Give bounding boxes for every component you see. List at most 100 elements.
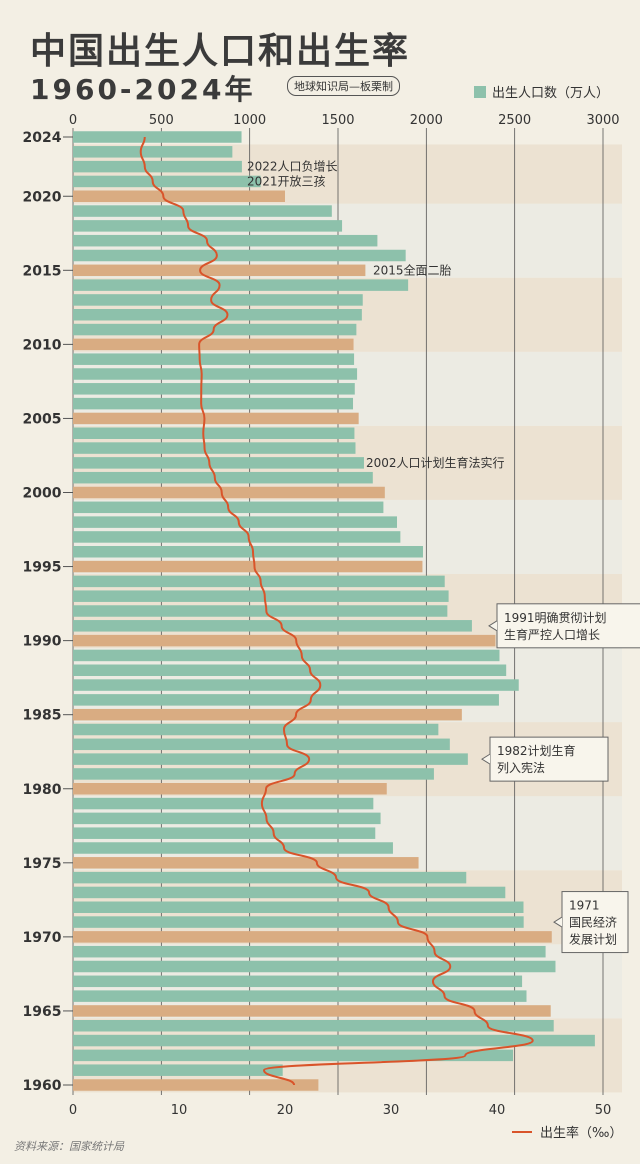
bar-1992 <box>73 605 448 617</box>
bar-1981 <box>73 768 434 780</box>
bar-1963 <box>73 1034 595 1047</box>
year-label: 2005 <box>23 411 62 427</box>
bar-1995 <box>73 560 423 573</box>
annotation-1971: 1971 <box>569 899 600 913</box>
bar-2019 <box>73 205 332 217</box>
year-label: 2000 <box>23 486 62 502</box>
bar-1970 <box>73 931 552 943</box>
legend-rate-label: 出生率（‰） <box>540 1126 623 1141</box>
annotation-1991: 1991明确贯彻计划 <box>504 611 607 625</box>
year-label: 2015 <box>23 263 62 279</box>
births-tick-label: 0 <box>69 113 77 128</box>
bar-2012 <box>73 309 362 321</box>
bar-1982 <box>73 753 468 765</box>
year-label: 1980 <box>23 782 62 798</box>
bar-2023 <box>73 146 233 158</box>
rate-tick-label: 0 <box>69 1103 77 1118</box>
bar-1972 <box>73 901 524 913</box>
bar-2008 <box>73 368 358 380</box>
legend-births-swatch <box>474 85 486 98</box>
annotation-pointer-1982 <box>481 753 491 765</box>
chart-title: 中国出生人口和出生率 <box>30 31 411 72</box>
bar-2006 <box>73 397 354 410</box>
year-label: 1965 <box>23 1004 62 1020</box>
bar-1984 <box>73 723 439 736</box>
bar-2000 <box>73 486 385 499</box>
source-note: 资料来源：国家统计局 <box>14 1140 124 1153</box>
annotation-1971: 发展计划 <box>569 932 617 947</box>
bar-2014 <box>73 279 409 291</box>
bar-1975 <box>73 857 419 869</box>
bar-1989 <box>73 649 500 662</box>
bar-2007 <box>73 383 355 395</box>
rate-axis: 0 10 20 30 40 50 <box>69 1103 611 1118</box>
bar-1985 <box>73 708 462 721</box>
bar-2009 <box>73 353 355 365</box>
rate-tick-label: 20 <box>277 1103 294 1118</box>
bar-1979 <box>73 797 374 810</box>
bar-1988 <box>73 664 507 676</box>
births-tick-label: 1000 <box>233 113 266 128</box>
chart-subtitle: 1960-2024年 <box>30 73 256 106</box>
bar-1974 <box>73 871 467 884</box>
birth-rate-line <box>139 136 534 1086</box>
bar-1980 <box>73 783 387 795</box>
bar-1994 <box>73 575 445 588</box>
bar-2010 <box>73 338 354 351</box>
bar-2024 <box>73 131 242 143</box>
bar-1966 <box>73 990 527 1002</box>
annotation-1982: 列入宪法 <box>497 760 545 775</box>
legend-births: 出生人口数（万人） <box>474 82 609 101</box>
credit-badge: 地球知识局—板栗制 <box>287 76 400 96</box>
year-axis: 1960 1965 1970 1975 1980 1985 1990 1995 2000 2005… <box>23 130 73 1094</box>
bar-1968 <box>73 960 556 973</box>
bar-2022 <box>73 160 242 173</box>
bar-1998 <box>73 516 398 528</box>
bar-2021 <box>73 175 261 188</box>
bar-2003 <box>73 442 356 454</box>
bar-1962 <box>73 1049 514 1062</box>
year-label: 1960 <box>23 1078 62 1094</box>
rate-tick-label: 50 <box>595 1103 612 1118</box>
year-label: 2020 <box>23 189 62 205</box>
annotation-box-1982 <box>489 736 609 782</box>
bar-2004 <box>73 427 355 439</box>
annotation-2022: 2022人口负增长 <box>247 160 338 174</box>
bar-1971 <box>73 916 524 928</box>
bar-1991 <box>73 620 472 632</box>
births-tick-label: 2500 <box>498 113 531 128</box>
annotation-2021: 2021开放三孩 <box>247 173 326 188</box>
year-label: 1975 <box>23 856 62 872</box>
year-label: 1990 <box>23 634 62 650</box>
bar-1978 <box>73 812 381 825</box>
legend-rate-swatch <box>512 1130 532 1133</box>
bar-2005 <box>73 412 359 425</box>
bar-1997 <box>73 531 401 543</box>
rate-tick-label: 30 <box>383 1103 400 1118</box>
bar-1964 <box>73 1020 554 1032</box>
bar-2001 <box>73 471 373 484</box>
bar-2018 <box>73 220 343 232</box>
bar-1987 <box>73 679 519 691</box>
bar-1983 <box>73 738 450 751</box>
bar-2017 <box>73 234 378 247</box>
bar-2002 <box>73 457 364 469</box>
births-axis: 0 500 1000 1500 2000 2500 3000 <box>69 113 620 128</box>
bar-1977 <box>73 827 376 839</box>
bar-2020 <box>73 190 285 202</box>
legend-births-label: 出生人口数（万人） <box>492 86 610 101</box>
bar-1967 <box>73 975 523 988</box>
bar-1990 <box>73 634 496 647</box>
births-tick-label: 1500 <box>321 113 354 128</box>
year-label: 2010 <box>23 337 62 353</box>
annotation-2002: 2002人口计划生育法实行 <box>366 455 505 470</box>
bar-1973 <box>73 886 506 899</box>
annotation-box-1971 <box>561 891 629 954</box>
bar-1965 <box>73 1005 551 1017</box>
bar-1996 <box>73 546 423 558</box>
annotation-1971: 国民经济 <box>569 915 617 930</box>
bar-1960 <box>73 1079 319 1091</box>
births-tick-label: 2000 <box>410 113 443 128</box>
